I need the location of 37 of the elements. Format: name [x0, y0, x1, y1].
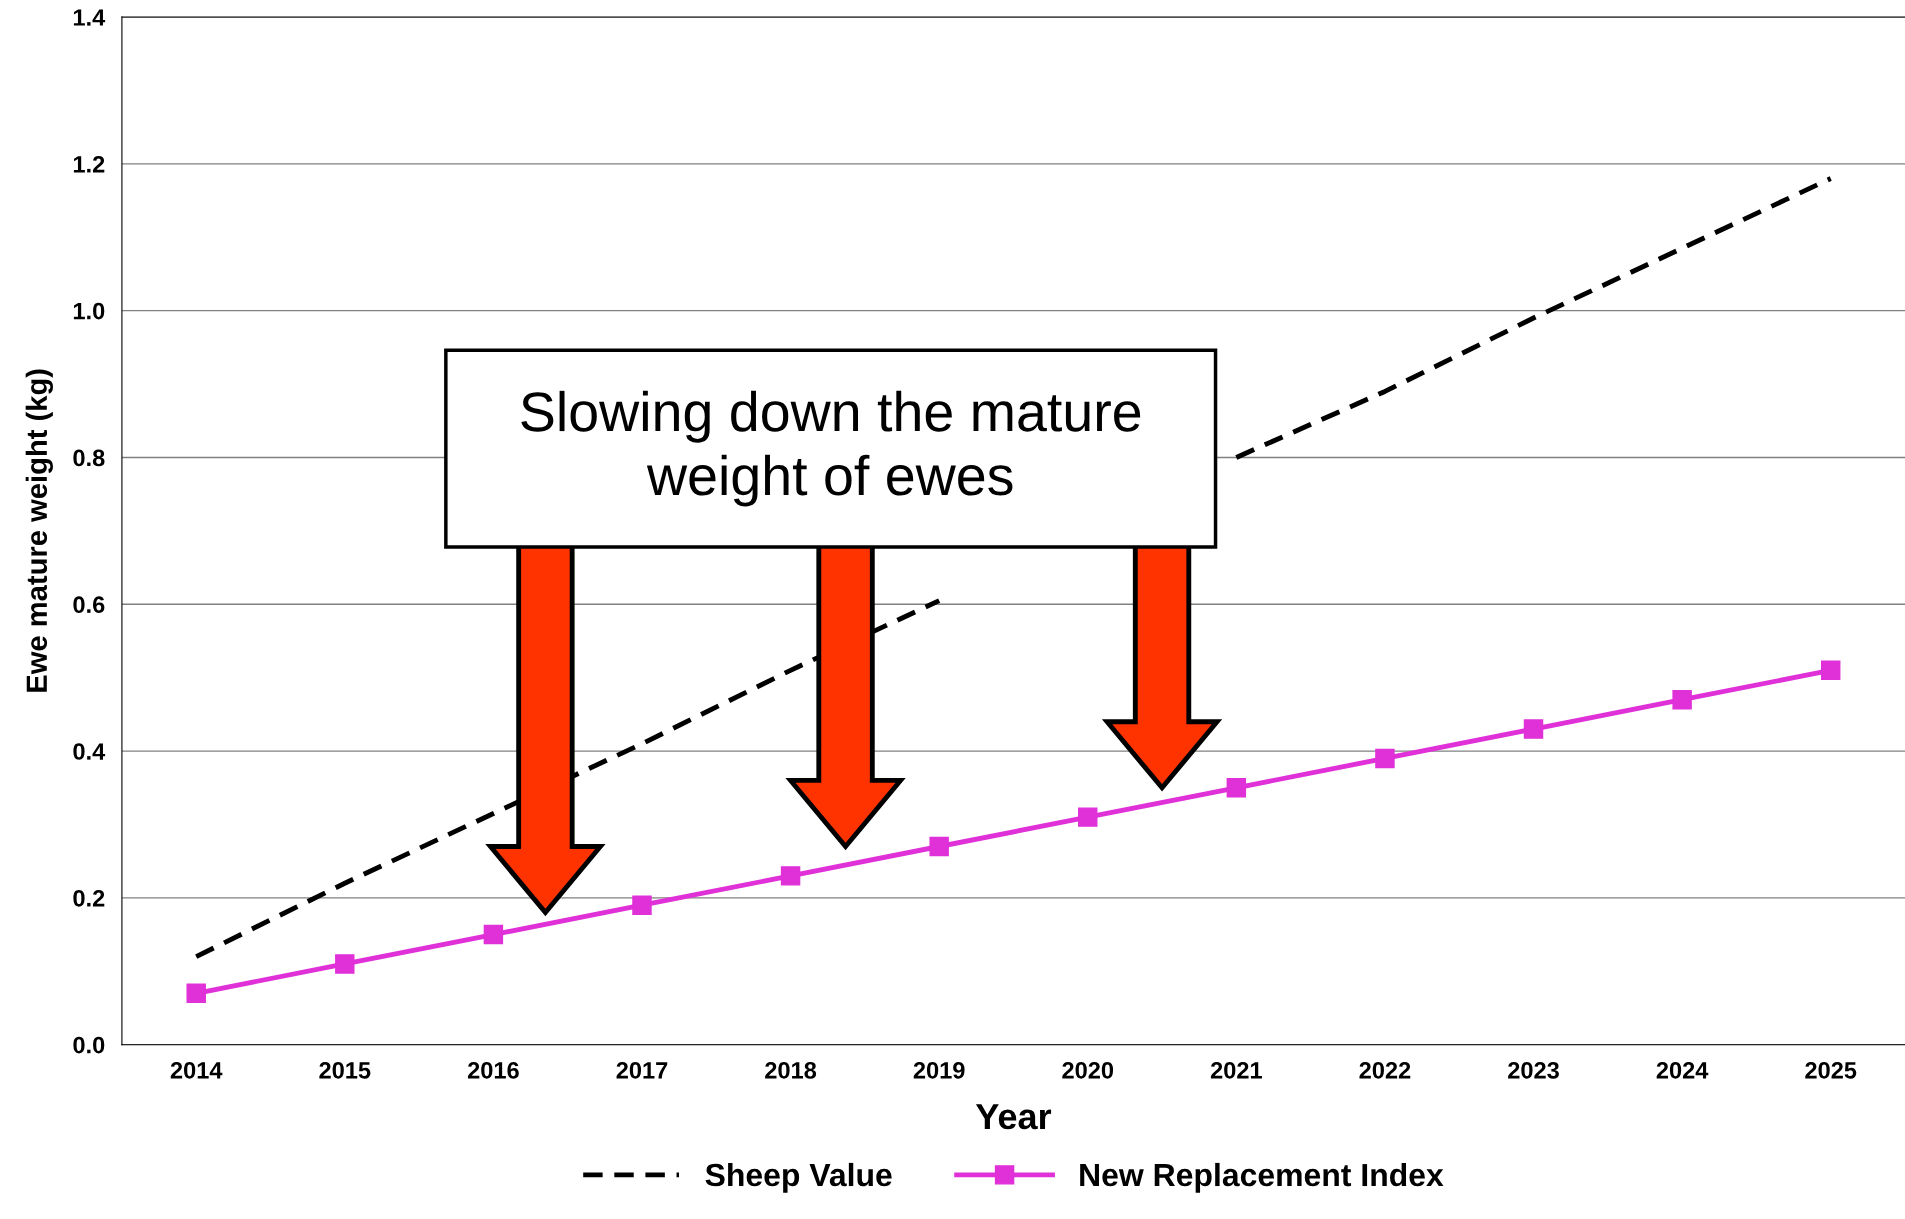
x-tick-label: 2015: [319, 1061, 371, 1079]
y-tick-label: 0.0: [73, 1036, 105, 1054]
point: [1820, 660, 1841, 681]
x-axis-title: Year: [975, 1104, 1052, 1130]
point: [780, 866, 801, 886]
point: [1226, 778, 1247, 798]
legend-label: Sheep Value: [705, 1162, 892, 1193]
y-tick-label: 1.0: [73, 302, 105, 320]
y-tick-label: 0.8: [73, 449, 105, 467]
point: [1523, 719, 1544, 739]
x-tick-label: 2021: [1210, 1061, 1262, 1079]
point: [1672, 689, 1692, 710]
point: [483, 924, 504, 945]
point: [186, 983, 206, 1004]
y-axis-title: Ewe mature weight (kg): [25, 369, 53, 692]
legend-label: New Replacement Index: [1080, 1162, 1444, 1193]
x-tick-label: 2020: [1062, 1061, 1114, 1079]
point: [1375, 748, 1395, 769]
y-tick-label: 1.4: [73, 9, 106, 26]
x-tick-label: 2016: [467, 1061, 519, 1079]
y-tick-label: 0.2: [73, 889, 105, 907]
x-tick-label: 2014: [170, 1061, 223, 1079]
annotation: Slowing down the mature weight of ewes: [521, 390, 1141, 507]
y-tick-label: 1.2: [73, 155, 105, 173]
x-tick-label: 2023: [1508, 1061, 1559, 1079]
x-tick-label: 2025: [1805, 1061, 1857, 1079]
x-tick-label: 2018: [765, 1061, 817, 1079]
x-tick-label: 2024: [1656, 1061, 1709, 1079]
y-tick-label: 0.4: [73, 743, 106, 760]
point: [632, 895, 652, 915]
x-tick-label: 2022: [1359, 1061, 1411, 1079]
point: [335, 954, 355, 974]
point: [929, 836, 949, 857]
y-tick-label: 0.6: [73, 596, 105, 614]
point: [1078, 807, 1098, 827]
x-tick-label: 2017: [616, 1061, 668, 1079]
x-tick-label: 2019: [913, 1061, 965, 1079]
